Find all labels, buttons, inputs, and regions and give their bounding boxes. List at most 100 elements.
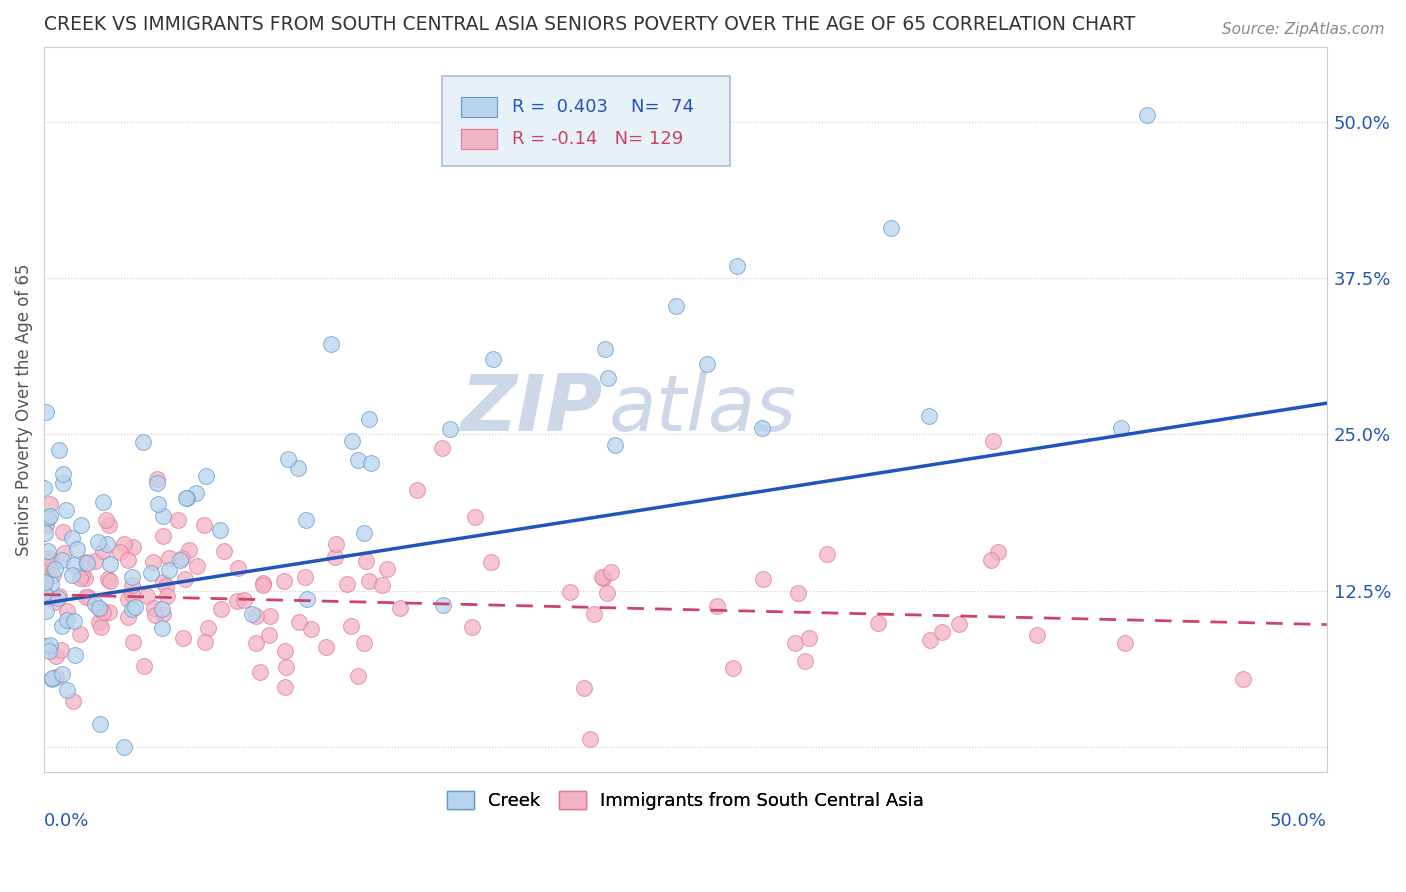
Point — [347, 453, 370, 467]
Point — [592, 571, 614, 585]
Point — [52, 467, 75, 481]
FancyBboxPatch shape — [441, 76, 730, 167]
Point — [60, 568, 83, 582]
Point — [388, 600, 411, 615]
Point — [51, 666, 73, 681]
Point — [277, 452, 299, 467]
Point — [89, 717, 111, 731]
Y-axis label: Seniors Poverty Over the Age of 65: Seniors Poverty Over the Age of 65 — [15, 263, 32, 556]
Point — [157, 550, 180, 565]
Point — [981, 434, 1004, 448]
Point — [136, 589, 159, 603]
Point — [751, 421, 773, 435]
Point — [52, 476, 75, 491]
Bar — [461, 128, 496, 149]
Point — [605, 438, 627, 452]
Point — [918, 409, 941, 423]
Point — [252, 578, 274, 592]
Text: 50.0%: 50.0% — [1270, 812, 1327, 830]
Point — [65, 541, 87, 556]
Point — [197, 620, 219, 634]
Point — [46, 591, 69, 605]
Point — [51, 643, 73, 657]
Point — [665, 299, 688, 313]
Point — [53, 545, 76, 559]
Point — [51, 619, 73, 633]
Point — [980, 553, 1002, 567]
Point — [173, 572, 195, 586]
Point — [370, 578, 392, 592]
Point — [41, 558, 63, 573]
Point — [866, 615, 889, 630]
Point — [117, 592, 139, 607]
Point — [38, 644, 60, 658]
Bar — [461, 96, 496, 117]
Point — [259, 608, 281, 623]
Point — [87, 600, 110, 615]
Point — [48, 590, 70, 604]
Point — [353, 635, 375, 649]
Point — [145, 475, 167, 490]
Point — [257, 627, 280, 641]
Point — [879, 221, 901, 235]
Point — [41, 576, 63, 591]
Point — [346, 669, 368, 683]
Point — [62, 558, 84, 572]
Point — [98, 517, 121, 532]
Point — [405, 483, 427, 498]
Point — [44, 561, 66, 575]
Point — [91, 544, 114, 558]
Point — [63, 614, 86, 628]
Text: CREEK VS IMMIGRANTS FROM SOUTH CENTRAL ASIA SENIORS POVERTY OVER THE AGE OF 65 C: CREEK VS IMMIGRANTS FROM SOUTH CENTRAL A… — [44, 15, 1136, 34]
Point — [287, 461, 309, 475]
Point — [62, 694, 84, 708]
Point — [600, 565, 623, 579]
Point — [76, 556, 98, 570]
Point — [432, 598, 454, 612]
Point — [315, 640, 337, 654]
Point — [97, 572, 120, 586]
Point — [325, 537, 347, 551]
Point — [464, 510, 486, 524]
Point — [295, 513, 318, 527]
Point — [41, 672, 63, 686]
Point — [340, 434, 363, 448]
Point — [783, 636, 806, 650]
Point — [97, 605, 120, 619]
Point — [39, 638, 62, 652]
Point — [89, 615, 111, 630]
Point — [353, 525, 375, 540]
Point — [38, 497, 60, 511]
Point — [226, 593, 249, 607]
Point — [121, 570, 143, 584]
Point — [354, 553, 377, 567]
Point — [38, 551, 60, 566]
Text: 0.0%: 0.0% — [44, 812, 90, 830]
Point — [167, 513, 190, 527]
Point — [65, 648, 87, 663]
Point — [146, 497, 169, 511]
Point — [75, 555, 97, 569]
Point — [723, 661, 745, 675]
Point — [122, 635, 145, 649]
Point — [172, 631, 194, 645]
Point — [56, 683, 79, 698]
Point — [572, 681, 595, 696]
Point — [108, 544, 131, 558]
Point — [797, 631, 820, 645]
Point — [560, 585, 582, 599]
Point — [124, 599, 146, 614]
Point — [751, 572, 773, 586]
Point — [89, 602, 111, 616]
Point — [34, 560, 56, 574]
Point — [176, 491, 198, 505]
Point — [815, 547, 838, 561]
Point — [169, 553, 191, 567]
Point — [146, 471, 169, 485]
Point — [918, 632, 941, 647]
Point — [84, 553, 107, 567]
Point — [134, 659, 156, 673]
Point — [48, 442, 70, 457]
Point — [55, 503, 77, 517]
Point — [90, 620, 112, 634]
